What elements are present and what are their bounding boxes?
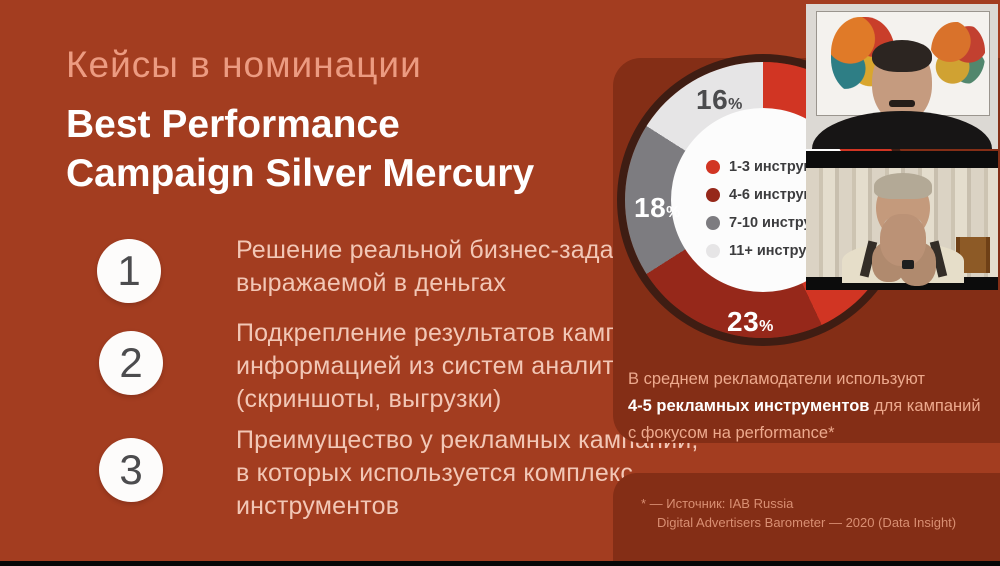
speaker-1-sweater [812,111,992,149]
percent-sign: % [759,318,774,335]
footnote-line2: Digital Advertisers Barometer — 2020 (Da… [657,515,957,530]
speaker-1-head [872,40,932,122]
legend-dot-icon [706,160,720,174]
speaker-2-hands [880,214,926,266]
legend-dot-icon [706,188,720,202]
footnote-panel [613,473,1000,562]
speaker-2-watch [902,260,914,269]
bottom-letterbox-bar [0,561,1000,566]
criterion-2-digit: 2 [119,339,143,386]
slide-title-line1: Best Performance [66,103,400,146]
summary-line3: с фокусом на performance* [628,424,835,442]
speaker-1-hair [872,40,932,72]
percent-value: 23 [727,306,760,337]
criterion-2-text: Подкрепление результатов кампании информ… [236,319,675,413]
percent-sign: % [666,204,681,221]
summary-line1: В среднем рекламодатели используют [628,370,925,388]
slide-title-eyebrow: Кейсы в номинации [66,44,422,85]
video-tile-speaker-1[interactable] [806,4,998,149]
footnote: * — Источник: IAB Russia Digital Adverti… [641,494,956,532]
criterion-2-number: 2 [99,331,163,395]
speaker-2-hair [874,173,932,199]
video-tile-speaker-2[interactable] [806,151,998,290]
percent-label-18: 18% [634,192,681,224]
slide-title-line2: Campaign Silver Mercury [66,152,535,195]
chart-summary: В среднем рекламодатели используют 4-5 р… [628,366,988,447]
slide-title: Кейсы в номинации Best Performance Campa… [66,44,534,198]
speaker-1-mustache [889,100,915,107]
percent-value: 16 [696,84,729,115]
criterion-1-number: 1 [97,239,161,303]
legend-dot-icon [706,244,720,258]
percent-sign: % [728,96,743,113]
summary-line2-rest: для кампаний [869,397,981,415]
percent-label-23: 23% [727,306,774,338]
summary-bold: 4-5 рекламных инструментов [628,397,870,415]
footnote-line1: * — Источник: IAB Russia [641,496,794,511]
legend-dot-icon [706,216,720,230]
criterion-1-text: Решение реальной бизнес-задачи, выражаем… [236,236,648,297]
elephant-art-right [931,22,985,86]
criterion-3-digit: 3 [119,446,143,493]
criterion-3-number: 3 [99,438,163,502]
curtain-background [806,168,998,283]
percent-label-16: 16% [696,84,743,116]
percent-value: 18 [634,192,667,223]
criterion-1-digit: 1 [117,247,141,294]
